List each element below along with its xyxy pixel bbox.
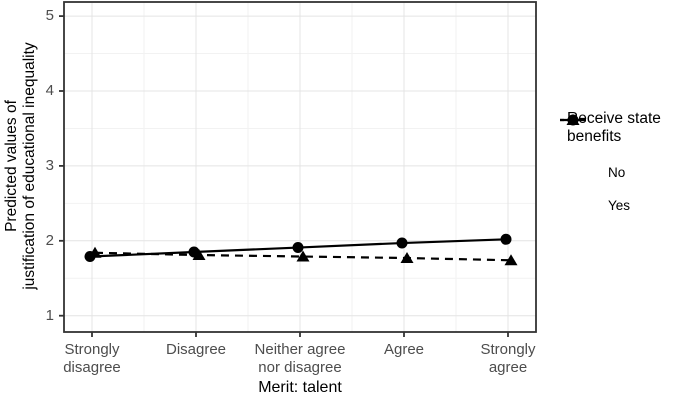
data-point-yes-3 <box>400 252 414 264</box>
legend: Receive state benefits No Yes <box>560 110 685 218</box>
legend-key-glyph <box>560 114 586 125</box>
legend-key-circle-icon <box>560 114 597 182</box>
legend-label-no: No <box>608 164 626 180</box>
data-point-yes-2 <box>296 250 310 262</box>
data-point-yes-4 <box>504 254 518 266</box>
legend-items: No Yes <box>560 114 685 218</box>
legend-item-yes: Yes <box>560 114 685 218</box>
legend-label-yes: Yes <box>608 197 631 213</box>
x-axis-title: Merit: talent <box>258 379 342 396</box>
data-point-yes-0 <box>88 246 102 258</box>
data-point-no-2 <box>292 242 304 254</box>
legend-title: Receive state benefits <box>567 110 661 145</box>
y-axis-title: Predicted values of justification of edu… <box>3 42 38 290</box>
data-point-no-3 <box>396 237 408 249</box>
legend-key-triangle-icon <box>560 114 597 215</box>
legend-item-no: No <box>560 114 685 185</box>
data-point-yes-1 <box>192 249 206 261</box>
data-point-no-4 <box>500 233 512 245</box>
